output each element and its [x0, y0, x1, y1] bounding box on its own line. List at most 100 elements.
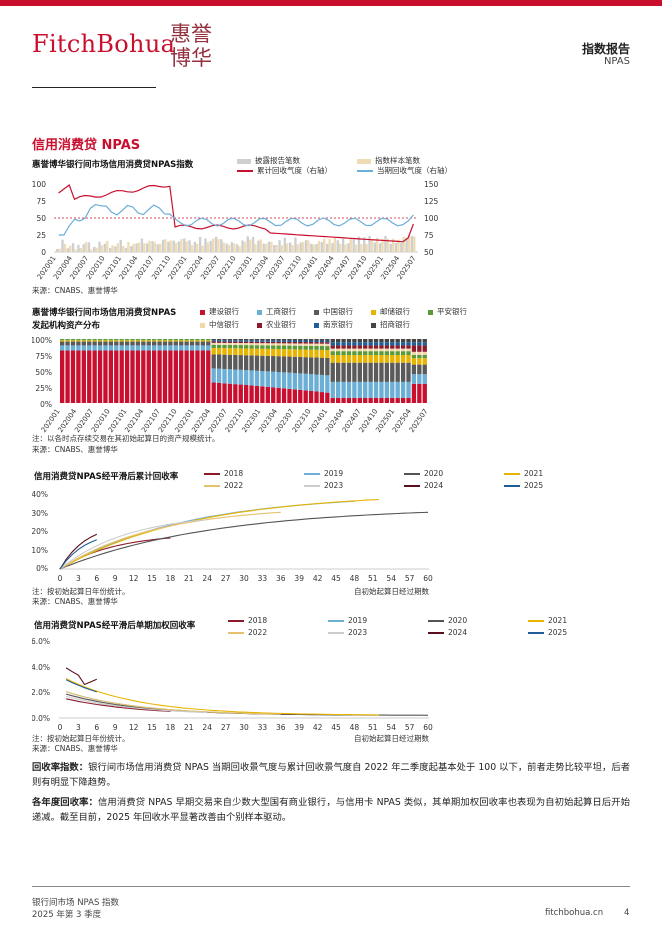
stacked-segment [254, 339, 260, 341]
stacked-segment [124, 339, 130, 341]
chart4-lines [65, 667, 429, 716]
stacked-segment [292, 345, 298, 350]
chart3-source: 来源：CNABS、惠誉博华 [32, 597, 118, 606]
stacked-segment [65, 340, 70, 342]
legend-label: 2019 [324, 469, 344, 478]
stacked-segment [346, 381, 352, 398]
bar-samples [100, 245, 104, 252]
period-recovery-line [65, 679, 97, 693]
bar-reports [357, 236, 361, 252]
chart3-legend: 2018 2019 2020 2021 2022 2023 2024 2025 [204, 469, 634, 493]
recovery-line [59, 511, 281, 570]
bar-samples [312, 244, 315, 252]
stacked-segment [162, 345, 168, 351]
stacked-segment [390, 351, 395, 355]
bar-reports [288, 242, 292, 252]
stacked-segment [124, 341, 130, 346]
chart2-issuer-distribution: 惠誉博华银行间市场信用消费贷NPAS 发起机构资产分布 建设银行 工商银行 中国银行… [32, 306, 632, 456]
stacked-segment [233, 369, 238, 385]
stacked-segment [76, 350, 81, 403]
stacked-segment [400, 348, 406, 352]
stacked-segment [146, 340, 151, 342]
stacked-segment [341, 351, 346, 355]
stacked-segment [330, 381, 335, 398]
page-number: 4 [624, 908, 630, 918]
x-tick-label: 3 [76, 723, 81, 732]
stacked-segment [227, 383, 233, 403]
legend-label: 2023 [348, 628, 368, 637]
chart2-title-line1: 惠誉博华银行间市场信用消费贷NPAS [32, 308, 177, 318]
stacked-segment [281, 372, 287, 389]
legend-label: 南京银行 [323, 320, 353, 329]
bar-samples [238, 246, 241, 252]
stacked-segment [254, 341, 260, 344]
stacked-segment [325, 340, 330, 343]
stacked-segment [238, 340, 243, 342]
stacked-segment [352, 381, 357, 398]
stacked-segment [92, 341, 97, 346]
stacked-segment [114, 345, 119, 351]
stacked-segment [417, 345, 422, 352]
stacked-segment [200, 339, 206, 341]
stacked-segment [260, 355, 265, 372]
bar-reports [373, 242, 377, 252]
footer-website[interactable]: fitchbohua.cn [545, 908, 604, 918]
stacked-segment [162, 339, 168, 341]
paragraph-recovery-index: 回收率指数：银行间市场信用消费贷 NPAS 当期回收景气度与累计回收景气度自 2… [32, 760, 630, 790]
stacked-segment [92, 350, 97, 403]
stacked-segment [363, 339, 368, 343]
stacked-segment [384, 339, 390, 343]
bar-reports [214, 236, 218, 252]
bar-reports [151, 241, 154, 252]
legend-label: 建设银行 [209, 307, 239, 316]
bar-reports [368, 236, 371, 252]
stacked-segment [352, 397, 357, 403]
x-tick-label: 36 [276, 723, 286, 732]
stacked-segment [411, 342, 417, 346]
bar-samples [344, 244, 347, 252]
bar-reports [294, 237, 297, 252]
stacked-segment [308, 357, 314, 375]
paragraph-label: 各年度回收率： [32, 797, 98, 808]
stacked-segment [179, 341, 184, 346]
stacked-segment [124, 340, 130, 342]
x-tick-label: 6 [94, 574, 99, 583]
bar-samples [190, 245, 194, 252]
stacked-segment [222, 344, 227, 349]
recovery-line [59, 533, 98, 570]
legend-item: 平安银行 [428, 306, 467, 317]
legend-item: 2019 [328, 616, 367, 625]
chart1-source: 来源：CNABS、惠誉博华 [32, 286, 118, 295]
stacked-segment [390, 345, 395, 349]
bar-reports [378, 243, 382, 252]
legend-label: 中信银行 [209, 320, 239, 329]
legend-item: 2022 [204, 481, 243, 490]
stacked-segment [325, 350, 330, 358]
legend-label: 2020 [424, 469, 444, 478]
stacked-segment [276, 343, 281, 346]
stacked-segment [135, 339, 141, 341]
stacked-segment [325, 357, 330, 376]
legend-item: 工商银行 [257, 306, 296, 317]
x-tick-label: 48 [350, 723, 360, 732]
bar-reports [167, 241, 170, 252]
stacked-segment [363, 345, 368, 349]
stacked-segment [411, 355, 417, 359]
stacked-segment [114, 339, 119, 341]
stacked-segment [222, 354, 227, 369]
bar-samples [68, 245, 72, 252]
stacked-segment [222, 339, 227, 341]
stacked-segment [249, 339, 254, 341]
bar-reports [56, 249, 59, 252]
chart3-cumulative-recovery: 信用消费贷NPAS经平滑后累计回收率 2018 2019 2020 2021 2022 2… [32, 467, 632, 607]
chart4-svg: 6.0% 4.0% 2.0% 0.0% 0 3 6 9 12 15 18 21 24 27 30 33… [32, 638, 433, 732]
legend-label: 平安银行 [437, 307, 467, 316]
bar-samples [222, 242, 225, 252]
legend-item: 2020 [428, 616, 467, 625]
stacked-segment [422, 374, 427, 384]
stacked-segment [60, 341, 65, 346]
stacked-segment [314, 340, 319, 343]
legend-label: 2021 [548, 616, 568, 625]
stacked-segment [373, 397, 379, 403]
legend-label: 2024 [448, 628, 468, 637]
